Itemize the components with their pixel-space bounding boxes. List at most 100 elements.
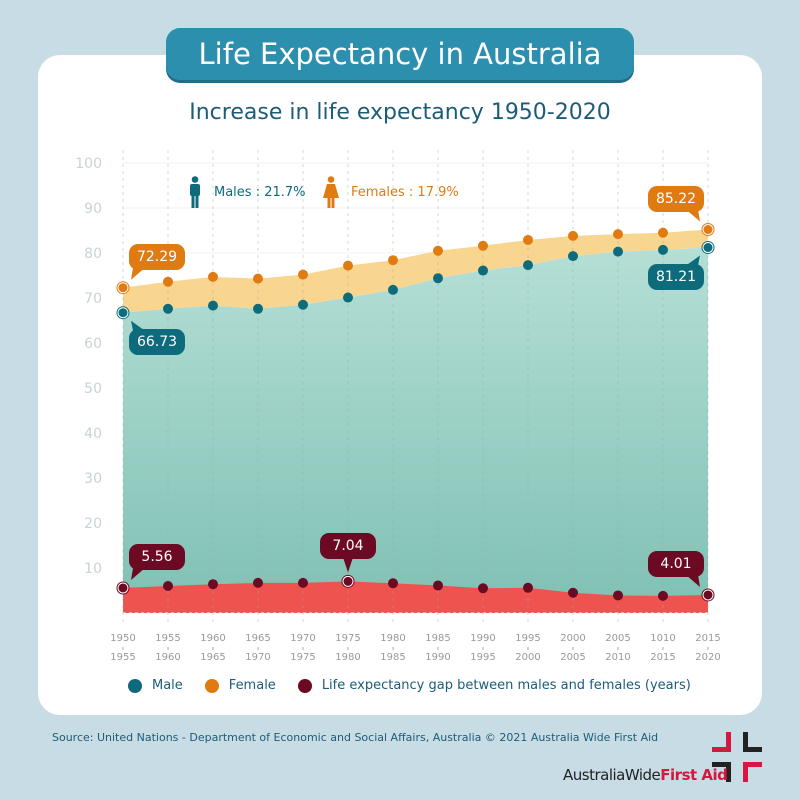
gap-data-point	[568, 587, 578, 598]
legend-female: Female	[204, 678, 276, 693]
x-tick-label-end: 1970	[245, 652, 270, 663]
y-tick-label: 20	[84, 516, 102, 532]
male-data-point	[613, 246, 623, 257]
gap-data-point	[298, 577, 308, 588]
gap-data-point	[253, 577, 263, 588]
gap-callout-pointer	[686, 574, 700, 587]
x-tick-label-end: 2010	[605, 652, 630, 663]
female-data-point	[478, 240, 488, 251]
gap-value-callout: 4.01	[648, 550, 704, 577]
female-callout-pointer	[686, 209, 700, 222]
male-data-point	[253, 303, 263, 314]
male-data-point	[388, 284, 398, 295]
male-data-point	[298, 299, 308, 310]
brand-logo-text: AustraliaWideFirst Aid	[563, 766, 728, 784]
legend-female-label: Female	[228, 678, 276, 693]
female-data-point	[613, 229, 623, 240]
x-tick-label-start: 2000	[560, 633, 585, 644]
x-tick-label-start: 1955	[155, 633, 180, 644]
legend-gap-label: Life expectancy gap between males and fe…	[321, 678, 691, 693]
male-data-point	[478, 265, 488, 276]
x-tick-label-start: 1970	[290, 633, 315, 644]
female-stat-label: Females : 17.9%	[351, 184, 459, 200]
female-figure-icon	[323, 176, 339, 208]
x-tick-label-end: 1975	[290, 652, 315, 663]
female-data-point	[388, 255, 398, 266]
male-figure-icon	[190, 176, 200, 208]
female-data-point	[433, 245, 443, 256]
female-stat: Females : 17.9%	[323, 176, 459, 208]
x-tick-label-end: 1980	[335, 652, 360, 663]
female-data-point	[658, 227, 668, 238]
female-data-point	[343, 260, 353, 271]
y-tick-label: 100	[75, 156, 102, 172]
female-value-callout: 72.29	[129, 243, 185, 270]
gap-data-point	[613, 590, 623, 601]
x-tick-label-start: 1990	[470, 633, 495, 644]
female-data-point	[568, 230, 578, 241]
gap-callout-pointer	[343, 557, 353, 573]
x-tick-label-start: 1980	[380, 633, 405, 644]
logo-part1: AustraliaWide	[563, 766, 661, 784]
gap-data-point	[388, 578, 398, 589]
x-tick-label-end: 1990	[425, 652, 450, 663]
chart-subtitle: Increase in life expectancy 1950-2020	[189, 100, 611, 125]
legend-male-dot	[128, 678, 142, 693]
female-band-area	[123, 229, 708, 313]
y-tick-label: 60	[84, 336, 102, 352]
x-tick-label-start: 1960	[200, 633, 225, 644]
y-tick-label: 90	[84, 201, 102, 217]
male-value-callout: 81.21	[648, 263, 704, 290]
y-tick-label: 50	[84, 381, 102, 397]
female-data-point	[298, 269, 308, 280]
x-tick-label-start: 1010	[650, 633, 675, 644]
x-tick-label-start: 2015	[695, 633, 720, 644]
x-tick-label-end: 2020	[695, 652, 720, 663]
gap-marker-ring-inner	[342, 575, 354, 587]
gap-data-point	[208, 579, 218, 590]
x-tick-label-end: 1960	[155, 652, 180, 663]
female-data-point	[163, 276, 173, 287]
banner-title: Life Expectancy in Australia	[166, 28, 634, 80]
x-tick-label-start: 1975	[335, 633, 360, 644]
female-data-point	[208, 271, 218, 282]
x-tick-label-end: 2000	[515, 652, 540, 663]
x-tick-label-start: 1985	[425, 633, 450, 644]
gap-marker-ring-inner	[702, 589, 714, 601]
x-tick-label-start: 2005	[605, 633, 630, 644]
male-stat: Males : 21.7%	[188, 176, 306, 208]
gap-marker-ring-inner	[117, 582, 129, 594]
x-tick-label-end: 1985	[380, 652, 405, 663]
male-callout-pointer	[686, 255, 700, 266]
female-callout-pointer	[131, 267, 145, 280]
gap-value-callout: 5.56	[129, 543, 185, 570]
legend-male: Male	[128, 678, 183, 693]
x-tick-label-end: 1965	[200, 652, 225, 663]
male-data-point	[343, 292, 353, 303]
gap-data-point	[433, 580, 443, 591]
x-tick-label-end: 1995	[470, 652, 495, 663]
male-data-point	[523, 260, 533, 271]
gap-data-point	[163, 581, 173, 591]
male-data-point	[658, 244, 668, 255]
male-marker-ring-inner	[117, 307, 129, 319]
y-tick-label: 40	[84, 426, 102, 442]
legend-female-dot	[204, 678, 219, 693]
x-tick-label-start: 1995	[515, 633, 540, 644]
male-data-point	[433, 273, 443, 284]
male-callout-pointer	[131, 320, 145, 331]
male-stat-label: Males : 21.7%	[214, 184, 306, 200]
y-tick-label: 80	[84, 246, 102, 262]
gap-data-point	[523, 582, 533, 593]
y-tick-label: 10	[84, 561, 102, 577]
female-value-callout: 85.22	[648, 185, 704, 212]
gap-data-point	[658, 590, 668, 601]
x-tick-label-end: 1955	[110, 652, 135, 663]
male-data-point	[208, 300, 218, 311]
gap-callout-pointer	[131, 567, 145, 580]
female-data-point	[523, 234, 533, 245]
gap-area	[123, 581, 708, 613]
source-note: Source: United Nations - Department of E…	[52, 731, 659, 744]
female-marker-ring-inner	[117, 282, 129, 294]
